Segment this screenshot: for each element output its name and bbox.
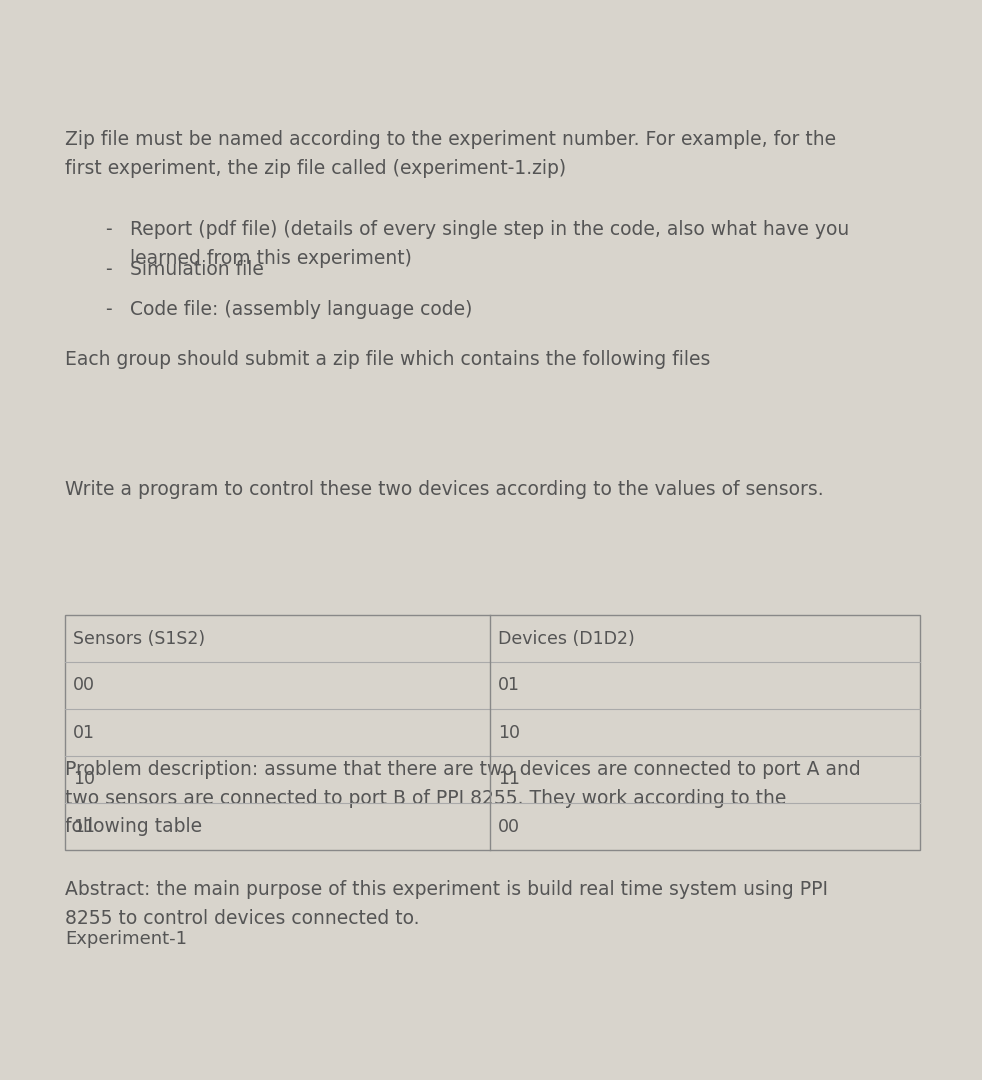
- Text: Simulation file: Simulation file: [130, 260, 264, 279]
- Text: -: -: [105, 300, 112, 319]
- Text: Each group should submit a zip file which contains the following files: Each group should submit a zip file whic…: [65, 350, 710, 369]
- Text: Report (pdf file) (details of every single step in the code, also what have you
: Report (pdf file) (details of every sing…: [130, 220, 849, 268]
- Text: 01: 01: [498, 676, 520, 694]
- Text: 10: 10: [73, 770, 95, 788]
- Text: Code file: (assembly language code): Code file: (assembly language code): [130, 300, 472, 319]
- Text: 00: 00: [73, 676, 95, 694]
- Text: Experiment-1: Experiment-1: [65, 930, 187, 948]
- Text: 11: 11: [73, 818, 95, 836]
- Text: Abstract: the main purpose of this experiment is build real time system using PP: Abstract: the main purpose of this exper…: [65, 880, 828, 928]
- Text: Problem description: assume that there are two devices are connected to port A a: Problem description: assume that there a…: [65, 760, 861, 837]
- Text: Zip file must be named according to the experiment number. For example, for the
: Zip file must be named according to the …: [65, 130, 836, 178]
- Bar: [65, 615, 920, 850]
- Text: 00: 00: [498, 818, 520, 836]
- Text: 11: 11: [498, 770, 520, 788]
- Text: -: -: [105, 260, 112, 279]
- Text: -: -: [105, 220, 112, 239]
- Text: Sensors (S1S2): Sensors (S1S2): [73, 630, 205, 648]
- Text: Write a program to control these two devices according to the values of sensors.: Write a program to control these two dev…: [65, 480, 824, 499]
- Text: Devices (D1D2): Devices (D1D2): [498, 630, 634, 648]
- Text: 01: 01: [73, 724, 95, 742]
- Text: 10: 10: [498, 724, 520, 742]
